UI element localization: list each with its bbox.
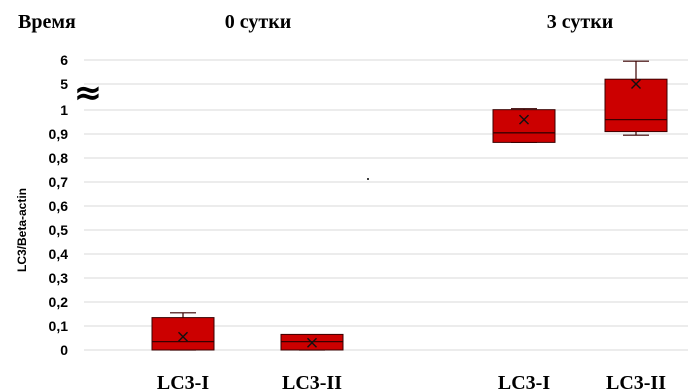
- y-tick-label: 0: [60, 342, 68, 358]
- group-label-0: 0 сутки: [225, 11, 291, 33]
- axis-break-mark: ≈: [74, 73, 103, 113]
- y-axis-label: LC3/Beta-actin: [15, 188, 29, 272]
- box-1: [280, 333, 344, 351]
- box-body: [151, 317, 215, 351]
- y-tick-label: 0,7: [49, 174, 69, 190]
- box-3: [604, 60, 668, 136]
- y-tick-label: 0,5: [49, 222, 69, 238]
- category-label: LC3-I: [157, 372, 209, 392]
- y-tick-label: 5: [60, 76, 68, 92]
- category-labels: LC3-I LC3-II LC3-I LC3-II: [157, 372, 666, 392]
- row-label: Время: [18, 11, 76, 33]
- box-0: [151, 312, 215, 351]
- y-tick-labels: 0 0,1 0,2 0,3 0,4 0,5 0,6 0,7 0,8 0,9 1 5 6: [49, 52, 69, 358]
- y-tick-label: 0,2: [49, 294, 69, 310]
- box-2: [492, 108, 556, 143]
- category-label: LC3-I: [498, 372, 550, 392]
- box-body: [492, 109, 556, 143]
- stray-dot: [367, 178, 369, 180]
- y-tick-label: 0,1: [49, 318, 69, 334]
- mean-marker: [631, 79, 641, 89]
- mean-marker: [519, 114, 529, 125]
- grid-lines: [84, 59, 688, 351]
- category-label: LC3-II: [606, 372, 666, 392]
- mean-marker: [178, 331, 188, 342]
- y-tick-label: 0,8: [49, 150, 69, 166]
- y-tick-label: 0,6: [49, 198, 69, 214]
- box-body: [604, 78, 668, 133]
- y-tick-label: 0,9: [49, 126, 69, 142]
- category-label: LC3-II: [282, 372, 342, 392]
- y-tick-label: 0,4: [49, 246, 69, 262]
- y-tick-label: 6: [60, 52, 68, 68]
- group-label-1: 3 сутки: [547, 11, 613, 33]
- mean-marker: [307, 337, 317, 348]
- y-tick-label: 1: [60, 102, 68, 118]
- y-tick-label: 0,3: [49, 270, 69, 286]
- box-series: [151, 60, 668, 351]
